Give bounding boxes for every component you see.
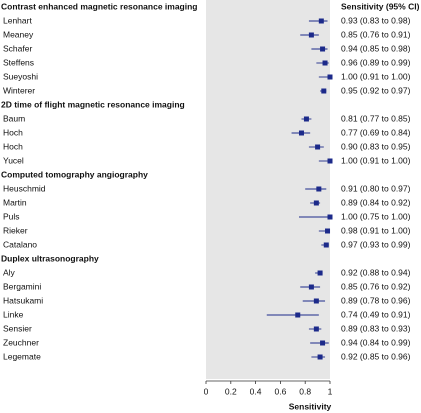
value-label: 0.89 (0.78 to 0.96) [341, 295, 411, 305]
value-label: 0.91 (0.80 to 0.97) [341, 183, 411, 193]
x-axis-label: Sensitivity [289, 401, 332, 411]
study-name: Hoch [3, 141, 23, 151]
value-label: 0.97 (0.93 to 0.99) [341, 239, 411, 249]
value-label: 0.95 (0.92 to 0.97) [341, 85, 411, 95]
value-label: 0.96 (0.89 to 0.99) [341, 57, 411, 67]
point-estimate [313, 298, 319, 304]
study-name: Rieker [3, 225, 28, 235]
study-name: Steffens [3, 57, 34, 67]
group-header: Contrast enhanced magnetic resonance ima… [1, 1, 198, 11]
study-name: Puls [3, 211, 20, 221]
value-label: 0.92 (0.88 to 0.94) [341, 267, 411, 277]
study-name: Bergamini [3, 281, 41, 291]
point-estimate [317, 270, 323, 276]
value-label: 1.00 (0.75 to 1.00) [341, 211, 411, 221]
point-estimate [295, 312, 301, 318]
point-estimate [303, 116, 309, 122]
study-name: Zeuchner [3, 337, 39, 347]
value-label: 0.94 (0.84 to 0.99) [341, 337, 411, 347]
group-header: Duplex ultrasonography [1, 253, 99, 263]
study-name: Catalano [3, 239, 37, 249]
study-name: Schafer [3, 43, 32, 53]
study-name: Heuschmid [3, 183, 46, 193]
value-label: 0.90 (0.83 to 0.95) [341, 141, 411, 151]
point-estimate [318, 18, 324, 24]
value-label: 0.85 (0.76 to 0.91) [341, 29, 411, 39]
study-name: Meaney [3, 29, 34, 39]
point-estimate [315, 144, 321, 150]
point-estimate [322, 60, 328, 66]
point-estimate [327, 74, 333, 80]
x-tick-label: 1 [328, 386, 333, 396]
study-name: Hatsukami [3, 295, 43, 305]
value-label: 0.92 (0.85 to 0.96) [341, 351, 411, 361]
group-header: 2D time of flight magnetic resonance ima… [1, 99, 185, 109]
plot-background [206, 0, 330, 379]
value-label: 0.89 (0.83 to 0.93) [341, 323, 411, 333]
value-label: 0.94 (0.85 to 0.98) [341, 43, 411, 53]
point-estimate [325, 228, 331, 234]
study-name: Hoch [3, 127, 23, 137]
column-header: Sensitivity (95% CI) [341, 1, 420, 11]
x-tick-label: 0.2 [225, 386, 237, 396]
study-name: Sueyoshi [3, 71, 38, 81]
study-name: Lenhart [3, 15, 32, 25]
x-tick-label: 0.8 [299, 386, 311, 396]
study-name: Martin [3, 197, 27, 207]
point-estimate [313, 200, 319, 206]
study-name: Linke [3, 309, 24, 319]
point-estimate [320, 46, 326, 52]
point-estimate [320, 340, 326, 346]
study-name: Legemate [3, 351, 41, 361]
x-tick-label: 0.6 [274, 386, 286, 396]
point-estimate [327, 158, 333, 164]
study-name: Aly [3, 267, 16, 277]
point-estimate [321, 88, 327, 94]
value-label: 1.00 (0.91 to 1.00) [341, 155, 411, 165]
point-estimate [298, 130, 304, 136]
value-label: 0.89 (0.84 to 0.92) [341, 197, 411, 207]
point-estimate [313, 326, 319, 332]
value-label: 0.98 (0.91 to 1.00) [341, 225, 411, 235]
study-name: Baum [3, 113, 25, 123]
value-label: 0.74 (0.49 to 0.91) [341, 309, 411, 319]
x-tick-label: 0.4 [250, 386, 262, 396]
group-header: Computed tomography angiography [1, 169, 148, 179]
study-name: Yucel [3, 155, 24, 165]
point-estimate [327, 214, 333, 220]
value-label: 0.77 (0.69 to 0.84) [341, 127, 411, 137]
value-label: 0.85 (0.76 to 0.92) [341, 281, 411, 291]
point-estimate [308, 284, 314, 290]
study-name: Sensier [3, 323, 32, 333]
value-label: 0.81 (0.77 to 0.85) [341, 113, 411, 123]
point-estimate [308, 32, 314, 38]
point-estimate [317, 354, 323, 360]
study-name: Winterer [3, 85, 35, 95]
point-estimate [323, 242, 329, 248]
value-label: 0.93 (0.83 to 0.98) [341, 15, 411, 25]
x-tick-label: 0 [204, 386, 209, 396]
point-estimate [316, 186, 322, 192]
value-label: 1.00 (0.91 to 1.00) [341, 71, 411, 81]
